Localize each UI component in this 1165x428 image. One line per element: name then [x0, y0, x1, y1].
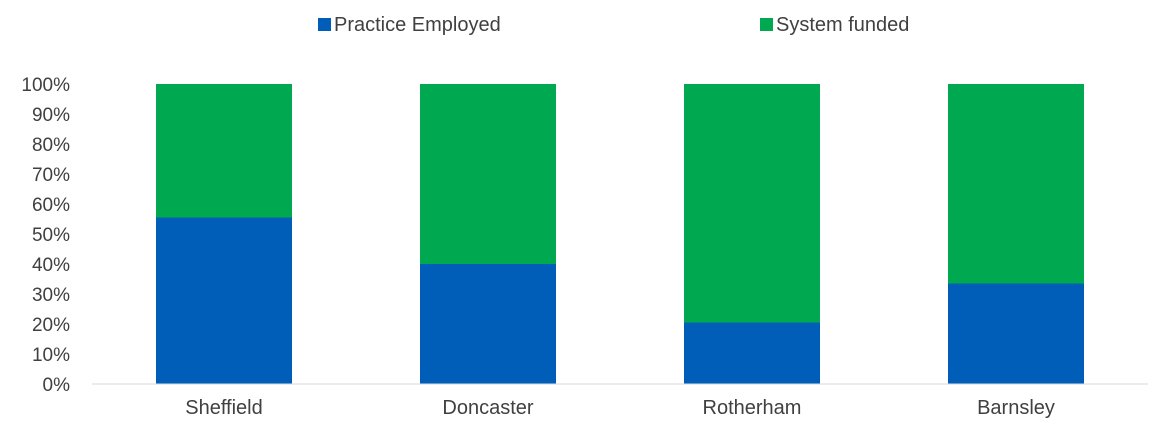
- bar-practice-employed-barnsley: [948, 283, 1084, 384]
- legend-swatch-system-funded: [760, 18, 773, 31]
- y-tick-label: 30%: [32, 285, 70, 306]
- y-tick-label: 40%: [32, 255, 70, 276]
- x-tick-label: Barnsley: [977, 397, 1055, 419]
- y-tick-label: 20%: [32, 315, 70, 336]
- y-tick-label: 80%: [32, 135, 70, 156]
- bar-practice-employed-sheffield: [156, 217, 292, 384]
- y-tick-label: 100%: [21, 75, 70, 96]
- y-tick-label: 10%: [32, 345, 70, 366]
- y-tick-label: 60%: [32, 195, 70, 216]
- y-tick-label: 50%: [32, 225, 70, 246]
- bar-system-funded-barnsley: [948, 84, 1084, 284]
- legend-swatch-practice-employed: [318, 18, 331, 31]
- bar-system-funded-sheffield: [156, 84, 292, 218]
- legend: Practice Employed System funded: [318, 14, 909, 36]
- x-tick-label: Sheffield: [185, 397, 262, 419]
- bar-practice-employed-doncaster: [420, 264, 556, 384]
- x-tick-label: Doncaster: [442, 397, 533, 419]
- y-tick-label: 0%: [43, 375, 71, 396]
- x-tick-label: Rotherham: [703, 397, 802, 419]
- legend-label: System funded: [776, 14, 909, 36]
- x-axis: Sheffield Doncaster Rotherham Barnsley: [185, 397, 1055, 419]
- y-axis: 0% 10% 20% 30% 40% 50% 60% 70% 80% 90% 100%: [21, 75, 70, 396]
- bar-system-funded-rotherham: [684, 84, 820, 323]
- bar-system-funded-doncaster: [420, 84, 556, 264]
- y-tick-label: 90%: [32, 105, 70, 126]
- y-tick-label: 70%: [32, 165, 70, 186]
- bars: [156, 84, 1084, 384]
- bar-practice-employed-rotherham: [684, 322, 820, 384]
- legend-label: Practice Employed: [334, 14, 501, 36]
